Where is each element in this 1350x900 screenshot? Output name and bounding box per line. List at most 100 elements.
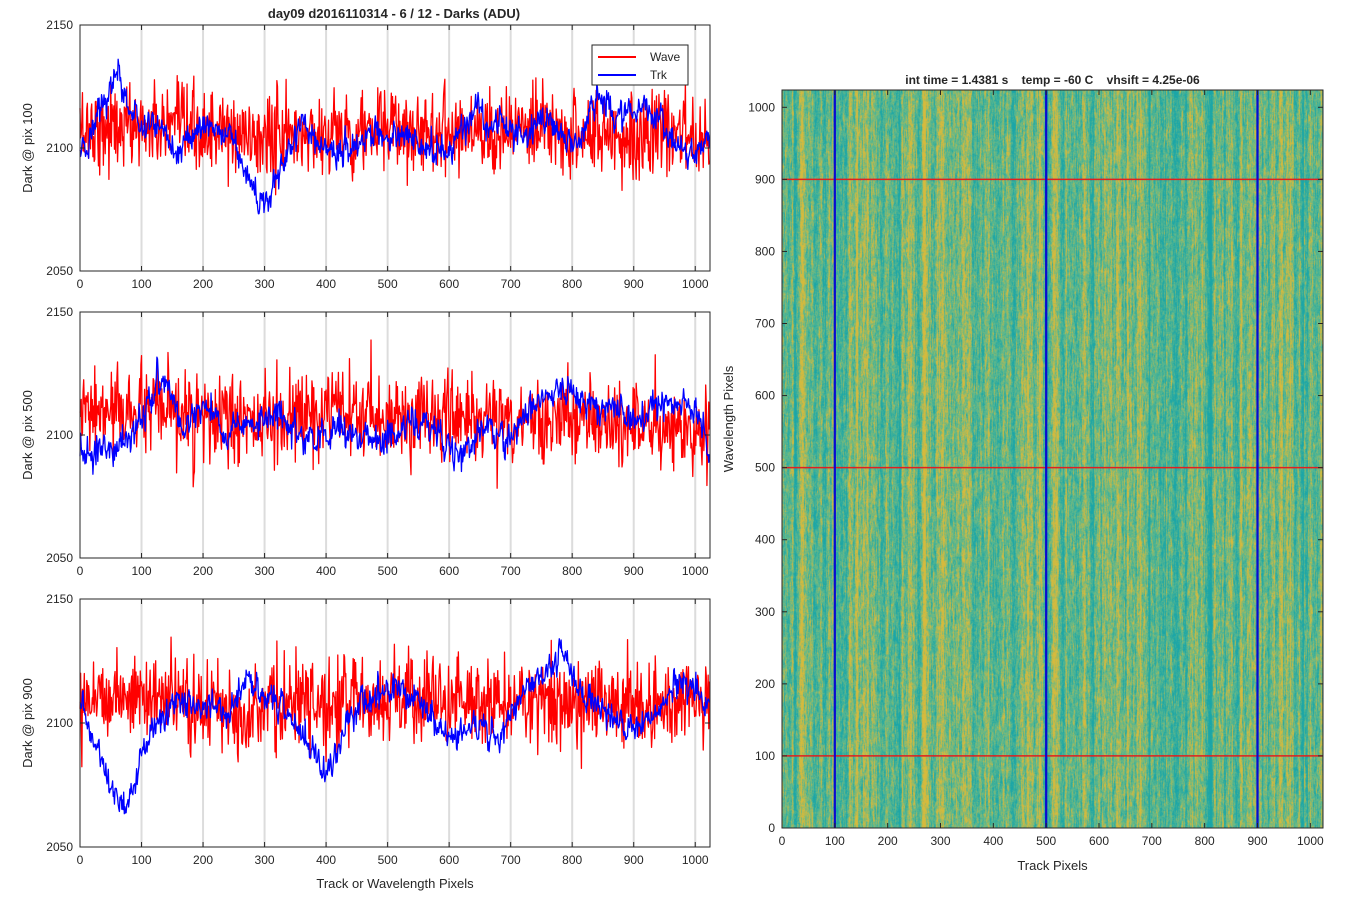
x-ticks: 0 100 200 300 400 500 600 700 800 900 1000: [77, 599, 709, 867]
wave-series: [79, 339, 711, 489]
x-tick-label: 100: [132, 853, 152, 867]
y-tick-label: 500: [755, 461, 775, 475]
y-tick-label: 2050: [46, 840, 73, 854]
x-tick-label: 400: [983, 834, 1003, 848]
heatmap-canvas: [782, 90, 1323, 828]
legend: Wave Trk: [591, 44, 689, 86]
x-tick-label: 0: [77, 564, 84, 578]
y-tick-label: 200: [755, 677, 775, 691]
y-axis-label: Dark @ pix 100: [20, 103, 35, 193]
trk-series: [79, 638, 711, 815]
x-tick-label: 200: [193, 853, 213, 867]
y-tick-label: 100: [755, 749, 775, 763]
x-tick-label: 1000: [682, 853, 709, 867]
x-tick-label: 800: [1195, 834, 1215, 848]
y-tick-label: 700: [755, 317, 775, 331]
line-plot-pix-500: 0 100 200 300 400 500 600 700 800 900 1000 2050 210…: [20, 305, 711, 578]
x-tick-label: 900: [624, 564, 644, 578]
y-axis-label: Wavelength Pixels: [721, 365, 736, 472]
x-tick-label: 600: [1089, 834, 1109, 848]
x-tick-label: 1000: [682, 277, 709, 291]
y-tick-label: 600: [755, 389, 775, 403]
y-tick-label: 2050: [46, 264, 73, 278]
trk-series: [79, 58, 711, 215]
y-ticks: 2050 2100 2150: [46, 305, 710, 565]
y-tick-label: 2050: [46, 551, 73, 565]
heatmap-plot: int time = 1.4381 s temp = -60 C vhsift …: [721, 73, 1324, 873]
y-axis-label: Dark @ pix 900: [20, 678, 35, 768]
y-tick-label: 400: [755, 533, 775, 547]
legend-trk-label: Trk: [650, 68, 668, 82]
x-tick-label: 700: [501, 853, 521, 867]
y-tick-label: 2100: [46, 141, 73, 155]
legend-wave-label: Wave: [650, 50, 681, 64]
y-tick-label: 1000: [748, 100, 775, 114]
y-ticks: 0 100 200 300 400 500 600 700 800 900 1000: [748, 100, 1323, 835]
y-axis-label: Dark @ pix 500: [20, 390, 35, 480]
y-tick-label: 2150: [46, 305, 73, 319]
y-tick-label: 900: [755, 172, 775, 186]
x-axis-label: Track Pixels: [1017, 858, 1088, 873]
trk-series-line: [79, 638, 711, 815]
x-ticks: 0 100 200 300 400 500 600 700 800 900 1000: [77, 25, 709, 291]
y-tick-label: 2100: [46, 716, 73, 730]
x-tick-label: 800: [562, 564, 582, 578]
x-tick-label: 500: [378, 277, 398, 291]
trk-series-line: [79, 58, 711, 215]
y-ticks: 2050 2100 2150: [46, 592, 710, 854]
x-tick-label: 300: [255, 853, 275, 867]
trk-series-line: [79, 356, 711, 475]
x-tick-label: 200: [878, 834, 898, 848]
marker-lines: [782, 90, 1323, 828]
x-tick-label: 0: [779, 834, 786, 848]
x-tick-label: 1000: [682, 564, 709, 578]
x-tick-label: 600: [439, 853, 459, 867]
x-tick-label: 300: [255, 277, 275, 291]
y-tick-label: 800: [755, 244, 775, 258]
wave-series-line: [79, 339, 711, 489]
y-tick-label: 0: [768, 821, 775, 835]
y-ticks: 2050 2100 2150: [46, 18, 710, 278]
wave-series: [79, 75, 711, 196]
line-plot-pix-900: 0 100 200 300 400 500 600 700 800 900 1000 2050 210…: [20, 592, 711, 891]
x-tick-label: 100: [132, 564, 152, 578]
x-tick-label: 100: [825, 834, 845, 848]
x-ticks: 0 100 200 300 400 500 600 700 800 900 1000: [77, 312, 709, 578]
trk-series: [79, 356, 711, 475]
x-tick-label: 500: [1036, 834, 1056, 848]
x-tick-label: 700: [1142, 834, 1162, 848]
x-tick-label: 700: [501, 277, 521, 291]
x-tick-label: 300: [255, 564, 275, 578]
x-tick-label: 600: [439, 277, 459, 291]
x-tick-label: 400: [316, 277, 336, 291]
x-tick-label: 100: [132, 277, 152, 291]
y-tick-label: 2150: [46, 18, 73, 32]
x-tick-label: 200: [193, 564, 213, 578]
x-tick-label: 300: [930, 834, 950, 848]
x-tick-label: 400: [316, 564, 336, 578]
x-tick-label: 200: [193, 277, 213, 291]
x-tick-label: 900: [624, 853, 644, 867]
x-ticks: 0 100 200 300 400 500 600 700 800 900 1000: [779, 90, 1324, 848]
x-tick-label: 500: [378, 853, 398, 867]
x-tick-label: 800: [562, 277, 582, 291]
x-tick-label: 0: [77, 853, 84, 867]
figure-title: day09 d2016110314 - 6 / 12 - Darks (ADU): [268, 6, 520, 21]
heatmap-image: [782, 90, 1323, 828]
heatmap-title: int time = 1.4381 s temp = -60 C vhsift …: [905, 73, 1200, 87]
x-axis-label: Track or Wavelength Pixels: [316, 876, 474, 891]
wave-series-line: [79, 75, 711, 196]
x-tick-label: 0: [77, 277, 84, 291]
y-tick-label: 2100: [46, 428, 73, 442]
x-tick-label: 1000: [1297, 834, 1324, 848]
y-tick-label: 2150: [46, 592, 73, 606]
x-tick-label: 900: [1247, 834, 1267, 848]
x-tick-label: 700: [501, 564, 521, 578]
x-tick-label: 400: [316, 853, 336, 867]
axes-frame: [781, 89, 1324, 829]
line-plot-pix-100: 0 100 200 300 400 500 600 700 800 900 1000 2050 210…: [20, 18, 711, 291]
x-tick-label: 600: [439, 564, 459, 578]
x-tick-label: 800: [562, 853, 582, 867]
x-tick-label: 900: [624, 277, 644, 291]
